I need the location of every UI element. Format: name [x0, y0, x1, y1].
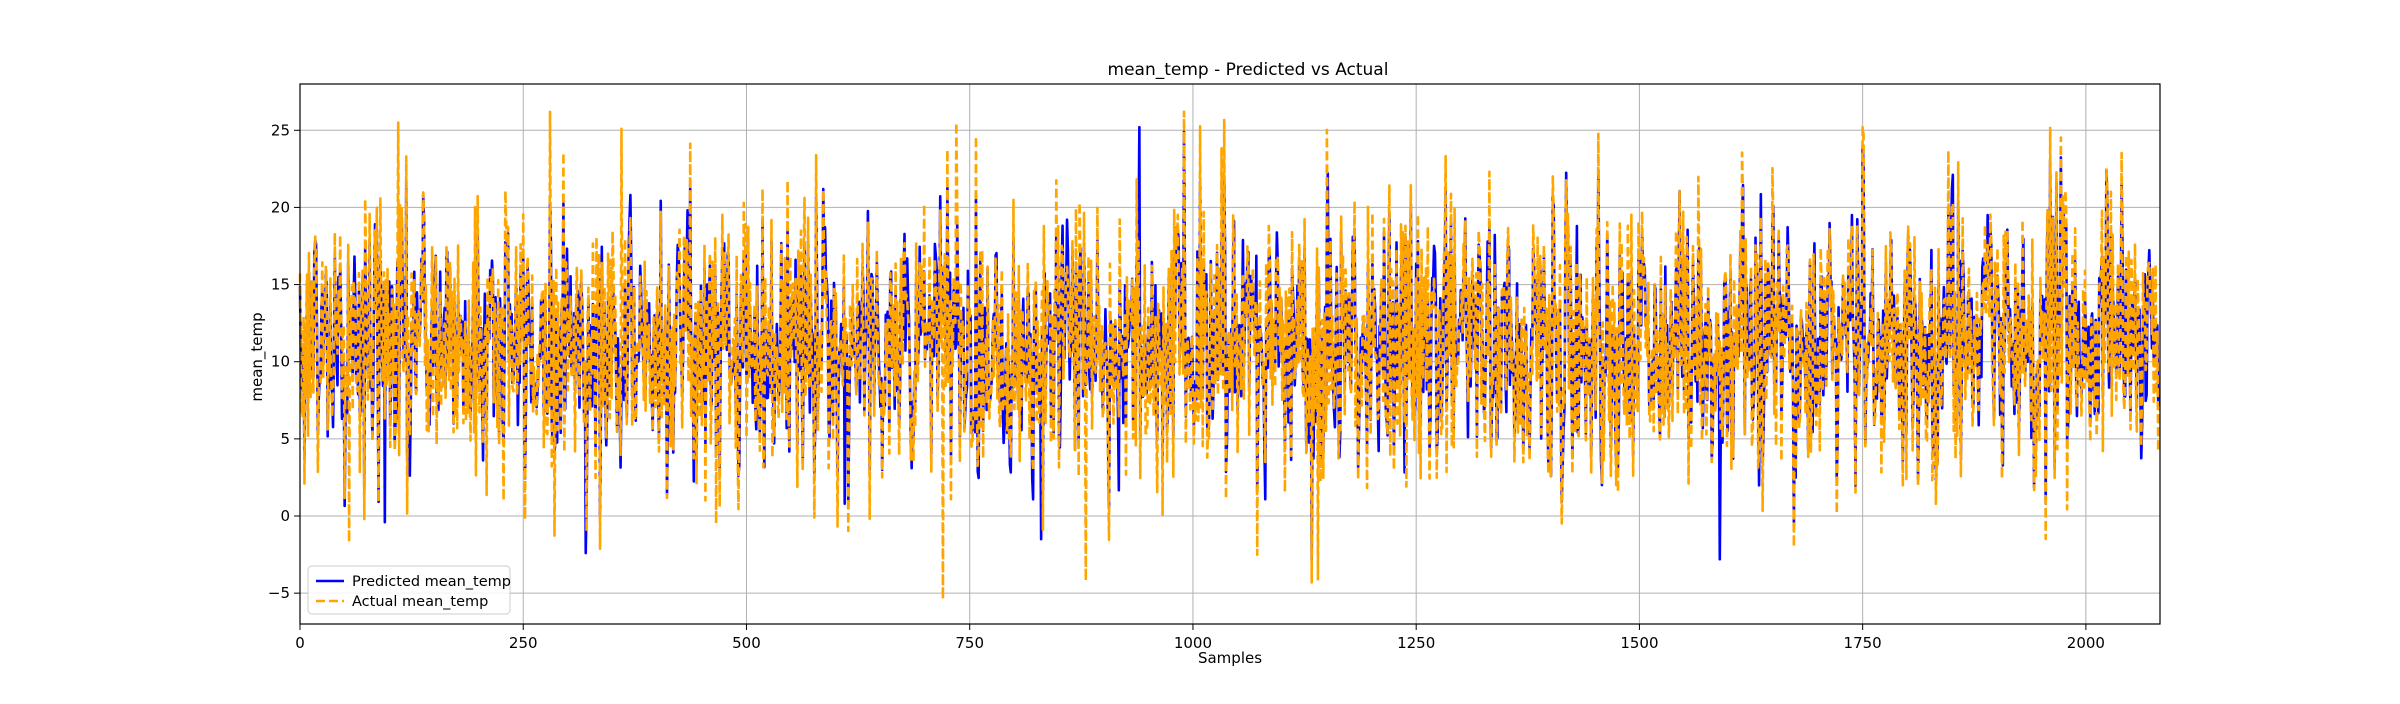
x-axis-ticks: 0 250 500 750 1000 1250 1500 1750 2000	[295, 624, 2105, 652]
y-axis-label: mean_temp	[248, 312, 267, 401]
legend-box	[307, 565, 511, 615]
x-tick-label: 1250	[1397, 634, 1435, 652]
x-tick-label: 1500	[1620, 634, 1658, 652]
x-tick-label: 0	[295, 634, 305, 652]
y-axis-ticks: −5 0 5 10 15 20 25	[268, 121, 300, 602]
x-axis-label: Samples	[1198, 649, 1262, 667]
y-tick-label: 5	[280, 430, 290, 448]
y-tick-label: −5	[268, 584, 290, 602]
y-tick-label: 25	[271, 121, 290, 139]
y-tick-label: 0	[280, 507, 290, 525]
y-tick-label: 15	[271, 276, 290, 294]
chart-title: mean_temp - Predicted vs Actual	[1108, 60, 1389, 80]
plot-area-frame	[299, 83, 2161, 625]
x-tick-label: 750	[955, 634, 984, 652]
series-group	[298, 110, 2161, 601]
x-tick-label: 500	[732, 634, 761, 652]
x-tick-label: 2000	[2067, 634, 2105, 652]
x-tick-label: 1750	[1844, 634, 1882, 652]
x-tick-label: 250	[509, 634, 538, 652]
y-tick-label: 20	[271, 198, 290, 216]
x-tick-label: 1000	[1174, 634, 1212, 652]
legend: Predicted mean_temp Actual mean_temp	[307, 565, 511, 615]
legend-label: Predicted mean_temp	[352, 574, 511, 590]
y-tick-label: 10	[271, 353, 290, 371]
legend-label: Actual mean_temp	[352, 594, 488, 610]
series-line-actual	[298, 110, 2161, 601]
